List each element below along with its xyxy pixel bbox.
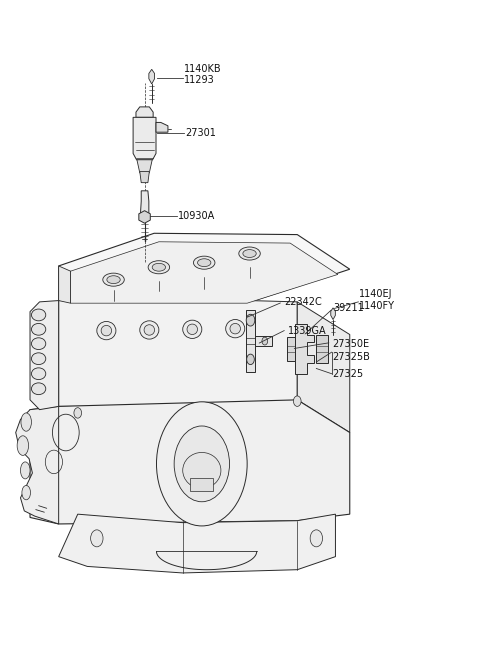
Bar	[190, 478, 213, 491]
Ellipse shape	[32, 383, 46, 395]
Polygon shape	[140, 191, 149, 217]
Polygon shape	[30, 400, 350, 524]
Text: 27325B: 27325B	[333, 352, 371, 361]
Ellipse shape	[107, 276, 120, 283]
Polygon shape	[30, 300, 59, 409]
Circle shape	[156, 402, 247, 526]
Polygon shape	[316, 335, 328, 363]
Text: 39211: 39211	[334, 304, 364, 314]
Polygon shape	[331, 308, 336, 319]
Text: 27301: 27301	[185, 129, 216, 138]
Ellipse shape	[97, 321, 116, 340]
Circle shape	[174, 426, 229, 502]
Ellipse shape	[140, 321, 159, 339]
Ellipse shape	[187, 324, 198, 335]
Polygon shape	[255, 336, 273, 346]
Polygon shape	[136, 107, 153, 117]
Ellipse shape	[101, 325, 112, 336]
Polygon shape	[139, 211, 150, 223]
Ellipse shape	[193, 256, 215, 269]
Ellipse shape	[152, 263, 166, 271]
Circle shape	[247, 354, 254, 365]
Text: 1140EJ
1140FY: 1140EJ 1140FY	[360, 289, 396, 311]
Polygon shape	[295, 324, 314, 374]
Ellipse shape	[21, 413, 32, 431]
Polygon shape	[71, 242, 338, 303]
Polygon shape	[59, 266, 71, 303]
Text: 22342C: 22342C	[284, 297, 322, 307]
Text: 27325: 27325	[333, 369, 364, 379]
Circle shape	[74, 407, 82, 418]
Polygon shape	[149, 70, 155, 84]
Polygon shape	[16, 406, 59, 524]
Circle shape	[246, 314, 255, 326]
Ellipse shape	[230, 323, 240, 334]
Circle shape	[262, 337, 268, 345]
Text: 1339GA: 1339GA	[288, 325, 326, 336]
Ellipse shape	[183, 320, 202, 338]
Ellipse shape	[226, 319, 245, 338]
Ellipse shape	[183, 453, 221, 488]
Polygon shape	[287, 337, 295, 361]
Polygon shape	[156, 123, 168, 133]
Ellipse shape	[21, 462, 30, 479]
Circle shape	[293, 396, 301, 406]
Polygon shape	[140, 172, 149, 182]
Ellipse shape	[32, 323, 46, 335]
Ellipse shape	[32, 353, 46, 365]
Polygon shape	[297, 302, 350, 432]
Ellipse shape	[198, 258, 211, 266]
Ellipse shape	[32, 309, 46, 321]
Ellipse shape	[243, 250, 256, 257]
Ellipse shape	[22, 485, 31, 500]
Ellipse shape	[144, 325, 155, 335]
Circle shape	[310, 530, 323, 547]
Polygon shape	[59, 514, 336, 573]
Polygon shape	[59, 300, 297, 406]
Polygon shape	[246, 310, 255, 373]
Circle shape	[91, 530, 103, 547]
Polygon shape	[59, 234, 350, 300]
Text: 1140KB
11293: 1140KB 11293	[184, 64, 222, 85]
Polygon shape	[137, 160, 152, 173]
Ellipse shape	[103, 273, 124, 286]
Text: 10930A: 10930A	[178, 211, 215, 220]
Text: 27350E: 27350E	[333, 338, 370, 349]
Ellipse shape	[148, 260, 169, 274]
Ellipse shape	[17, 436, 29, 455]
Polygon shape	[133, 117, 156, 160]
Ellipse shape	[32, 368, 46, 380]
Ellipse shape	[239, 247, 260, 260]
Ellipse shape	[32, 338, 46, 350]
